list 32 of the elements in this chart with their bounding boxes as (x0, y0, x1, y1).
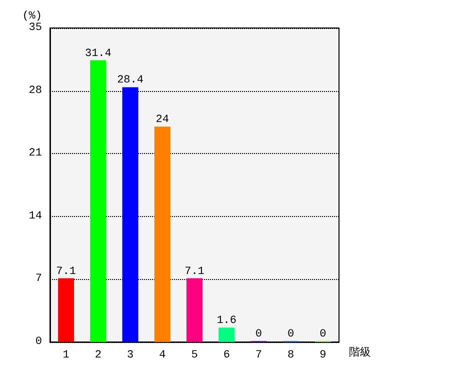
data-label: 28.4 (117, 74, 144, 87)
y-tick-label: 35 (28, 22, 42, 34)
x-tick-label: 2 (94, 350, 102, 362)
x-tick-label: 4 (159, 350, 166, 362)
data-label: 0 (255, 328, 262, 340)
y-tick-label: 7 (35, 273, 42, 286)
x-axis-title: 階級 (349, 346, 371, 360)
bar (186, 278, 202, 342)
x-tick-label: 6 (223, 350, 230, 362)
data-label: 0 (288, 328, 294, 340)
x-tick-label: 1 (62, 350, 70, 362)
data-label: 1.6 (216, 315, 237, 328)
data-label: 31.4 (84, 48, 112, 60)
y-tick-label: 28 (28, 84, 42, 97)
x-tick-label: 3 (126, 350, 134, 362)
y-axis-title: (%) (22, 10, 42, 22)
y-tick-label: 21 (28, 148, 42, 160)
bar (154, 126, 170, 342)
data-label: 7.1 (184, 266, 205, 278)
data-label: 7.1 (56, 266, 76, 278)
y-tick-label: 14 (28, 210, 42, 222)
y-tick-label: 0 (35, 336, 42, 348)
data-label: 0 (320, 328, 326, 340)
bar (58, 278, 74, 342)
data-label: 24 (156, 114, 170, 126)
x-tick-label: 8 (288, 350, 294, 362)
bar (218, 328, 235, 342)
bar (90, 60, 106, 342)
x-tick-label: 7 (255, 350, 262, 362)
bar (122, 87, 138, 342)
x-tick-label: 5 (191, 350, 198, 362)
x-tick-label: 9 (320, 350, 326, 362)
